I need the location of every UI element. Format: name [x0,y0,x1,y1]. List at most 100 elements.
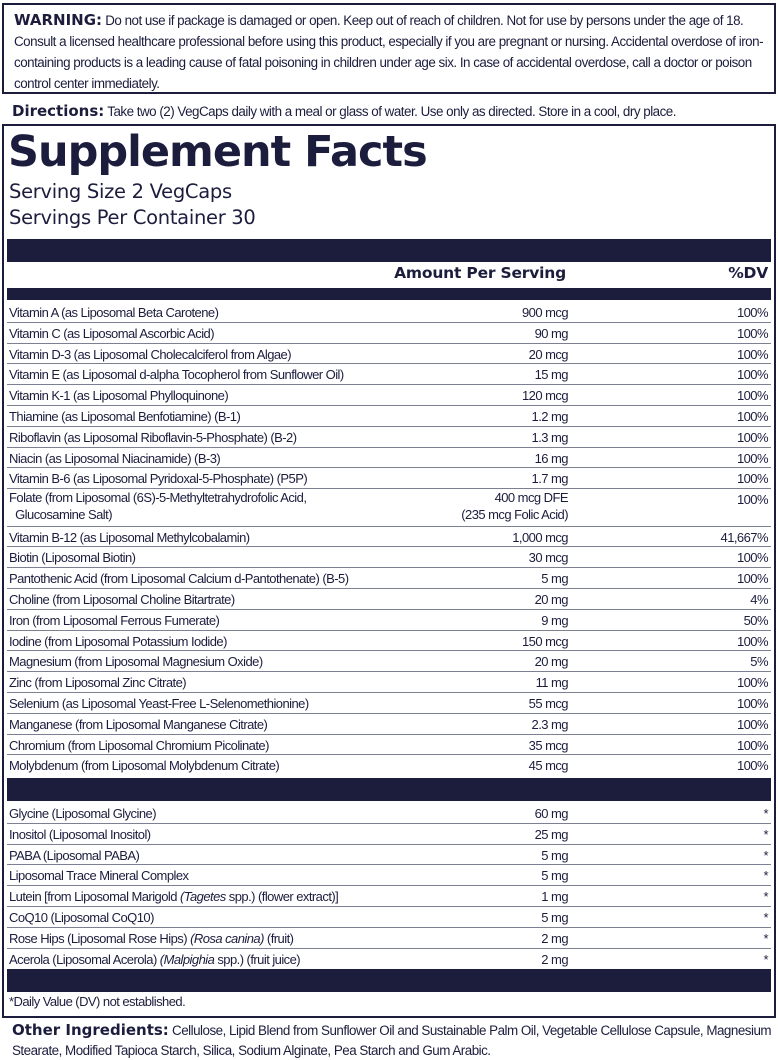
nutrient-amount: 45 mcg [528,758,569,774]
nutrient-amount: 2 mg [541,930,568,946]
nutrient-name: Vitamin B-12 (as Liposomal Methylcobalam… [9,529,250,545]
nutrient-dv: 100% [736,633,769,649]
nutrient-row: Thiamine (as Liposomal Benfotiamine) (B-… [7,406,771,427]
nutrient-dv: 100% [736,325,769,341]
nutrient-amount: 2 mg [541,951,568,967]
nutrient-row: Choline (from Liposomal Choline Bitartra… [7,589,771,610]
nutrient-name: Lutein [from Liposomal Marigold (Tagetes… [9,889,339,905]
nutrient-name: Folate (from Liposomal (6S)-5-Methyltetr… [9,490,307,522]
nutrient-row: Lutein [from Liposomal Marigold (Tagetes… [7,886,771,907]
header-divider-bar [7,288,771,300]
dv-header: %DV [728,264,768,282]
nutrient-dv: * [763,806,768,821]
nutrient-name: Vitamin K-1 (as Liposomal Phylloquinone) [9,388,229,404]
nutrient-amount: 1.3 mg [531,429,569,445]
nutrient-amount: 5 mg [541,847,568,863]
nutrient-amount: 20 mcg [528,346,569,362]
nutrient-dv: 41,667% [720,529,769,545]
nutrient-amount: 2.3 mg [531,716,569,732]
directions-text: Take two (2) VegCaps daily with a meal o… [104,104,676,119]
nutrient-row: Molybdenum (from Liposomal Molybdenum Ci… [7,755,771,776]
nutrient-dv: * [763,826,768,842]
nutrient-amount: 25 mg [534,826,569,842]
nutrient-amount: 55 mcg [528,696,569,712]
nutrient-name: Magnesium (from Liposomal Magnesium Oxid… [9,654,263,670]
nutrient-dv: 100% [736,696,769,712]
nutrient-name: Iron (from Liposomal Ferrous Fumerate) [9,612,220,628]
nutrient-rows-group-2: Glycine (Liposomal Glycine) 60 mg * Inosito… [7,803,771,969]
nutrient-amount: 150 mcg [521,633,569,649]
nutrient-row: Glycine (Liposomal Glycine) 60 mg * [7,803,771,824]
nutrient-name: Riboflavin (as Liposomal Riboflavin-5-Ph… [9,429,297,445]
nutrient-dv: * [763,909,768,925]
nutrient-row: Vitamin B-6 (as Liposomal Pyridoxal-5-Ph… [7,468,771,490]
nutrient-dv: 100% [736,550,769,566]
serving-size: Serving Size 2 VegCaps [9,180,232,203]
nutrient-amount: 90 mg [534,325,569,341]
nutrient-amount: 35 mcg [528,737,569,753]
nutrient-row: Iodine (from Liposomal Potassium Iodide)… [7,631,771,652]
nutrient-amount: 60 mg [534,806,569,821]
nutrient-dv: 100% [736,492,769,508]
nutrient-dv: 5% [750,654,768,670]
nutrient-name: Chromium (from Liposomal Chromium Picoli… [9,737,269,753]
nutrient-row: Folate (from Liposomal (6S)-5-Methyltetr… [7,489,771,527]
directions-label: Directions: [12,102,105,120]
nutrient-amount: 30 mcg [528,550,569,566]
nutrient-name: Molybdenum (from Liposomal Molybdenum Ci… [9,758,280,774]
nutrient-amount: 1.2 mg [531,408,569,424]
nutrient-name: Zinc (from Liposomal Zinc Citrate) [9,675,187,691]
servings-per-container: Servings Per Container 30 [9,206,256,229]
nutrient-amount: 1.7 mg [531,471,569,487]
nutrient-dv: 100% [736,408,769,424]
nutrient-dv: 100% [736,429,769,445]
nutrient-name: Pantothenic Acid (from Liposomal Calcium… [9,571,349,587]
nutrient-name: Vitamin C (as Liposomal Ascorbic Acid) [9,325,215,341]
nutrient-dv: 100% [736,737,769,753]
nutrient-row: Vitamin A (as Liposomal Beta Carotene) 90… [7,302,771,323]
nutrient-name: PABA (Liposomal PABA) [9,847,140,863]
nutrient-name: Vitamin E (as Liposomal d-alpha Tocopher… [9,367,344,383]
nutrient-amount: 15 mg [534,367,569,383]
nutrient-name: Inositol (Liposomal Inositol) [9,826,151,842]
nutrient-amount: 1,000 mcg [512,529,568,545]
nutrient-dv: * [763,930,768,946]
nutrient-name: Niacin (as Liposomal Niacinamide) (B-3) [9,450,221,466]
nutrient-row: Riboflavin (as Liposomal Riboflavin-5-Ph… [7,427,771,448]
nutrient-row: Magnesium (from Liposomal Magnesium Oxid… [7,651,771,673]
nutrient-name: Liposomal Trace Mineral Complex [9,868,189,884]
nutrient-row: CoQ10 (Liposomal CoQ10) 5 mg * [7,907,771,928]
nutrient-dv: * [763,951,768,967]
nutrient-row: Vitamin D-3 (as Liposomal Cholecalcifero… [7,344,771,365]
nutrient-amount: 400 mcg DFE (235 mcg Folic Acid) [461,490,568,522]
other-ingredients-text: Cellulose, Lipid Blend from Sunflower Oi… [12,1023,772,1058]
nutrient-row: Chromium (from Liposomal Chromium Picoli… [7,735,771,756]
nutrient-name: Glycine (Liposomal Glycine) [9,806,157,821]
amount-per-serving-header: Amount Per Serving [394,264,566,282]
warning-text: Do not use if package is damaged or open… [14,13,764,91]
nutrient-dv: 50% [743,612,769,628]
nutrient-dv: * [763,868,768,884]
nutrient-amount: 11 mg [535,675,569,691]
nutrient-row: Vitamin K-1 (as Liposomal Phylloquinone)… [7,385,771,406]
nutrient-dv: 100% [736,450,769,466]
nutrient-row: Niacin (as Liposomal Niacinamide) (B-3) 1… [7,448,771,469]
nutrient-dv: 100% [736,758,769,774]
nutrient-row: Biotin (Liposomal Biotin) 30 mcg 100% [7,547,771,569]
nutrient-dv: * [763,889,768,905]
nutrient-row: Selenium (as Liposomal Yeast-Free L-Sele… [7,693,771,714]
bottom-divider-bar [7,969,771,992]
warning-label: WARNING: [14,11,103,29]
nutrient-amount: 5 mg [541,868,568,884]
nutrient-dv: * [763,847,768,863]
nutrient-name: Vitamin A (as Liposomal Beta Carotene) [9,305,219,320]
nutrient-name: Vitamin D-3 (as Liposomal Cholecalcifero… [9,346,292,362]
nutrient-rows-group-1: Vitamin A (as Liposomal Beta Carotene) 90… [7,302,771,776]
nutrient-row: Acerola (Liposomal Acerola) (Malpighia s… [7,949,771,970]
facts-title: Supplement Facts [8,127,428,177]
nutrient-name: CoQ10 (Liposomal CoQ10) [9,909,154,925]
nutrient-amount: 120 mcg [521,388,569,404]
nutrient-dv: 100% [736,388,769,404]
nutrient-name: Choline (from Liposomal Choline Bitartra… [9,592,235,608]
nutrient-row: Manganese (from Liposomal Manganese Citr… [7,714,771,735]
